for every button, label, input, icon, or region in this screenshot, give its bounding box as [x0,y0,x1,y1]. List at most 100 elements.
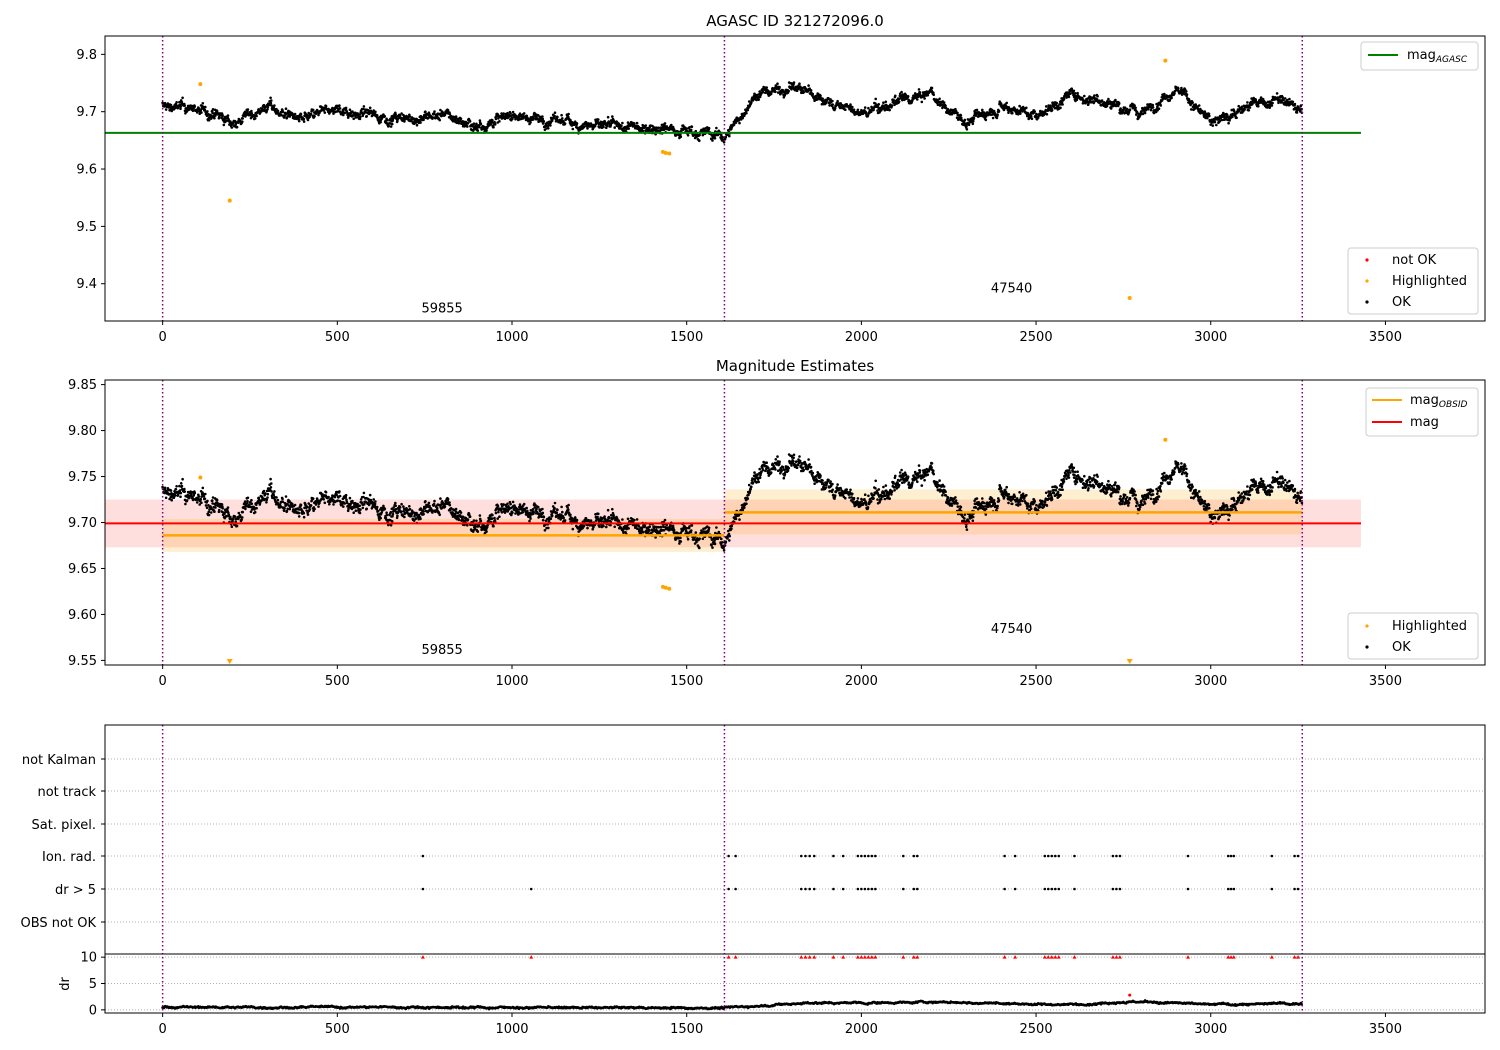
ok-point [324,104,328,108]
ok-point [622,129,625,133]
ok-point [352,117,356,121]
ok-point [231,520,234,523]
ok-point [497,510,500,514]
ok-point [542,120,546,123]
ok-point [669,524,672,527]
ok-point [698,133,701,137]
ok-point [525,506,528,510]
ok-point [478,119,482,122]
ok-point [361,114,365,118]
x-tick-label: 3000 [1194,330,1227,345]
ok-point [454,507,458,511]
ok-point [299,112,303,116]
ok-point [1246,101,1249,104]
ok-point [1055,101,1058,105]
ok-point [1146,108,1150,111]
ok-point [342,113,345,117]
ok-point [244,507,247,511]
ok-point [984,118,988,122]
ok-point [543,529,547,532]
ok-point [561,510,564,514]
ok-point [400,510,403,513]
ok-point [269,486,273,489]
x-tick-label: 2000 [845,330,878,345]
ok-point [175,485,178,488]
ok-point [1180,86,1183,90]
ok-point [243,500,247,503]
y-tick-label: 9.6 [76,163,97,178]
ok-point [164,108,168,111]
ok-point [338,104,341,107]
ok-point [698,546,701,550]
ok-point [400,502,403,506]
ok-point [849,103,852,106]
ok-point [317,505,320,508]
ok-point [567,112,570,116]
ok-point [422,510,425,513]
ok-point [193,491,197,495]
ok-point [1185,90,1188,93]
ok-point [690,125,694,129]
ok-point [596,515,599,519]
ok-point [698,139,701,143]
ok-point [613,525,616,529]
ok-point [226,506,230,509]
ok-point [297,117,301,121]
y-tick-label: 9.8 [76,48,97,63]
ok-point [1243,108,1246,111]
ok-point [308,115,312,119]
ok-point [179,491,183,495]
ok-point [672,528,676,532]
ok-point [991,116,995,120]
ok-point [226,114,230,117]
ok-point [640,527,644,531]
ok-point [191,109,195,113]
ok-point [541,511,545,515]
ok-point [833,106,837,110]
ok-point [1257,105,1260,108]
ok-point [472,519,476,522]
ok-point [494,511,498,515]
ok-point [584,517,588,520]
ok-point [475,519,478,523]
ok-point [553,111,557,114]
ok-point [338,107,342,110]
ok-point [1283,97,1287,100]
ok-point [738,121,741,125]
ok-point [1117,101,1121,105]
ok-point [200,111,203,114]
ok-point [394,501,397,505]
ok-point [1083,94,1086,98]
ok-point [344,106,348,110]
ok-point [422,512,425,516]
ok-point [338,494,342,498]
ok-point [728,134,731,138]
ok-point [547,127,550,130]
ok-point [612,514,615,517]
ok-point [730,527,733,530]
ok-point [195,501,199,504]
ok-point [1092,100,1096,104]
ok-point [362,105,366,108]
ok-point [206,110,209,113]
ok-point [200,501,203,505]
ok-point [600,519,603,523]
ok-point [273,104,276,107]
ok-point [246,108,250,111]
ok-point [1291,100,1295,104]
ok-point [1007,111,1010,114]
ok-point [536,505,540,509]
ok-point [354,116,358,119]
ok-point [641,129,645,133]
ok-point [567,508,570,512]
ok-point [659,525,663,529]
ok-point [633,122,636,125]
ok-point [359,508,362,511]
ok-point [549,517,553,521]
ok-point [439,497,442,500]
ok-point [604,517,607,521]
ok-point [1197,104,1201,107]
ok-point [809,89,813,92]
ok-point [1215,123,1218,127]
ok-point [529,517,532,520]
